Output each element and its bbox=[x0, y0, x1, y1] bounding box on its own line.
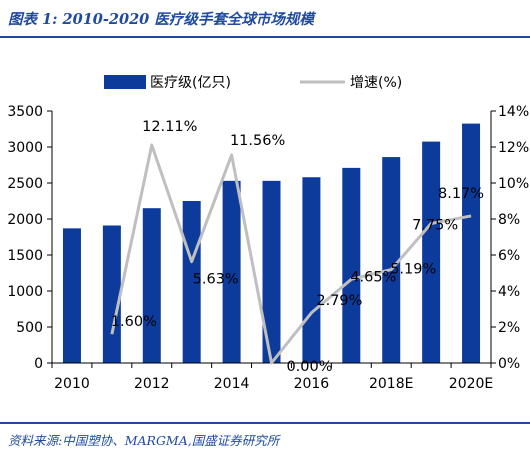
y-right-tick-label: 14% bbox=[498, 104, 529, 120]
growth-line bbox=[110, 143, 472, 365]
y-left-tick-label: 3000 bbox=[7, 140, 43, 156]
bar bbox=[62, 228, 81, 363]
x-tick-label: 2016 bbox=[294, 376, 330, 392]
x-tick-label: 2020E bbox=[449, 376, 493, 392]
growth-data-label: 5.63% bbox=[193, 272, 239, 288]
growth-data-label: 5.19% bbox=[390, 262, 436, 278]
growth-data-label: 1.60% bbox=[111, 314, 157, 330]
y-left-tick-label: 0 bbox=[34, 356, 43, 372]
title-rule bbox=[0, 36, 530, 38]
legend: 医疗级(亿只) 增速(%) bbox=[104, 75, 402, 91]
y-right-tick-label: 4% bbox=[498, 284, 520, 300]
growth-data-label: 4.65% bbox=[350, 269, 396, 285]
y-left-tick-label: 1500 bbox=[7, 248, 43, 264]
y-left-tick-label: 3500 bbox=[7, 104, 43, 120]
axes: 0 500 1000 1500 2000 2500 3000 3500 0% 2% 4% 6% 8% 10… bbox=[7, 104, 529, 392]
bar bbox=[382, 157, 401, 363]
growth-data-label: 0.00% bbox=[286, 359, 332, 375]
data-labels: 1.60% 12.11% 5.63% 11.56% 0.00% 2.79% 4.65%5.1… bbox=[111, 119, 484, 375]
source-rule bbox=[0, 422, 530, 424]
growth-data-label: 2.79% bbox=[316, 293, 362, 309]
x-tick-label: 2014 bbox=[214, 376, 250, 392]
legend-line-label: 增速(%) bbox=[350, 75, 402, 91]
y-left-tick-label: 2500 bbox=[7, 176, 43, 192]
bar bbox=[342, 167, 361, 363]
bar bbox=[262, 180, 281, 363]
y-right-tick-label: 6% bbox=[498, 248, 520, 264]
y-right-tick-label: 8% bbox=[498, 212, 520, 228]
legend-bar-swatch bbox=[104, 75, 146, 89]
bar bbox=[222, 180, 241, 363]
figure-title: 图表 1: 2010-2020 医疗级手套全球市场规模 bbox=[8, 11, 314, 28]
bar bbox=[422, 141, 441, 363]
x-tick-label: 2012 bbox=[134, 376, 170, 392]
growth-data-label: 7.75% bbox=[412, 218, 458, 234]
growth-data-label: 8.17% bbox=[438, 186, 484, 202]
source-note: 资料来源:中国塑协、MARGMA,国盛证券研究所 bbox=[8, 433, 280, 448]
growth-data-label: 12.11% bbox=[142, 119, 197, 135]
bar bbox=[462, 123, 481, 363]
x-tick-label: 2018E bbox=[369, 376, 413, 392]
legend-bar-label: 医疗级(亿只) bbox=[150, 75, 231, 91]
y-right-tick-label: 10% bbox=[498, 176, 529, 192]
x-tick-label: 2010 bbox=[54, 376, 90, 392]
bar bbox=[182, 201, 201, 363]
growth-line-series bbox=[110, 143, 472, 365]
y-left-tick-label: 1000 bbox=[7, 284, 43, 300]
y-right-tick-label: 2% bbox=[498, 320, 520, 336]
bar-series bbox=[62, 123, 481, 363]
y-left-tick-label: 2000 bbox=[7, 212, 43, 228]
bar bbox=[142, 208, 161, 363]
y-right-tick-label: 12% bbox=[498, 140, 529, 156]
y-right-tick-label: 0% bbox=[498, 356, 520, 372]
y-left-tick-label: 500 bbox=[16, 320, 43, 336]
bar bbox=[102, 225, 121, 363]
bar bbox=[302, 177, 321, 363]
growth-data-label: 11.56% bbox=[230, 133, 285, 149]
